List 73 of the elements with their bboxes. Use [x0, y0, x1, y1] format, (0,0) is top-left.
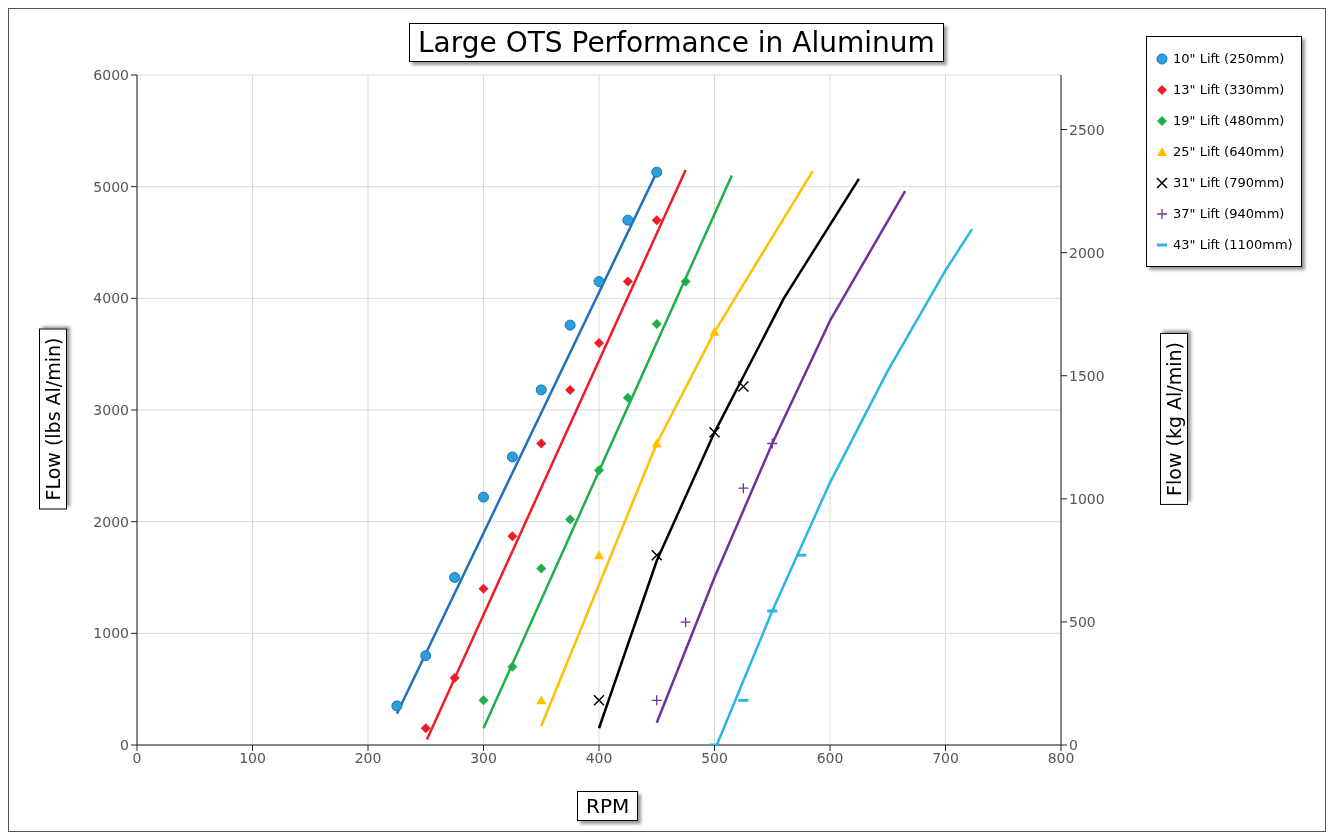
y-tick-label: 0	[120, 736, 129, 753]
y2-axis-title: Flow (kg Al/min)	[1160, 333, 1188, 505]
y-tick-label: 4000	[93, 290, 129, 307]
point	[506, 451, 518, 463]
point	[478, 583, 489, 594]
point	[708, 426, 721, 439]
y-tick-label: 3000	[93, 401, 129, 418]
point	[594, 338, 604, 348]
point	[420, 650, 432, 662]
x-tick-label: 100	[239, 749, 266, 766]
line-series	[655, 189, 907, 724]
point	[680, 276, 691, 287]
legend-label: 10" Lift (250mm)	[1173, 51, 1285, 66]
point	[622, 276, 633, 287]
point	[737, 380, 750, 393]
point	[766, 437, 778, 450]
point	[478, 695, 489, 706]
x-tick-label: 500	[701, 749, 728, 766]
y2-tick-label: 500	[1069, 613, 1096, 630]
point	[507, 531, 518, 542]
point	[651, 549, 663, 561]
point	[420, 723, 431, 734]
legend-label: 19" Lift (480mm)	[1173, 113, 1285, 128]
point	[507, 661, 518, 672]
y-tick-label: 2000	[93, 513, 129, 530]
y-tick-label: 6000	[93, 66, 129, 83]
point	[536, 438, 547, 449]
y2-tick-label: 1000	[1069, 490, 1105, 507]
y2-tick-label: 1500	[1069, 367, 1105, 384]
point	[679, 616, 692, 628]
point	[593, 276, 605, 288]
point	[622, 392, 633, 403]
point	[565, 514, 576, 525]
x-tick-label: 400	[585, 749, 613, 766]
point	[737, 482, 750, 494]
x-tick-label: 300	[470, 749, 497, 766]
point	[449, 572, 461, 583]
x-tick-label: 700	[932, 749, 959, 766]
point	[651, 166, 663, 178]
point	[565, 384, 576, 395]
point	[651, 215, 662, 226]
legend-label: 25" Lift (640mm)	[1173, 144, 1285, 159]
x-tick-label: 600	[816, 749, 844, 766]
y-tick-label: 1000	[93, 625, 129, 642]
legend-label: 31" Lift (790mm)	[1173, 175, 1285, 190]
legend-label: 43" Lift (1100mm)	[1173, 237, 1293, 252]
point	[536, 695, 547, 705]
x-axis-title: RPM	[577, 791, 639, 821]
point	[622, 214, 634, 226]
point	[709, 326, 720, 336]
y-axis-title: FLow (lbs Al/min)	[39, 328, 67, 510]
legend-label: 37" Lift (940mm)	[1173, 206, 1285, 221]
point	[651, 438, 662, 448]
legend-label: 13" Lift (330mm)	[1173, 82, 1285, 97]
point	[536, 563, 547, 574]
x-tick-label: 200	[354, 749, 382, 766]
point	[449, 673, 460, 683]
point	[651, 694, 663, 706]
line-series	[597, 177, 861, 730]
point	[593, 694, 605, 707]
point	[651, 319, 662, 330]
chart-title: Large OTS Performance in Aluminum	[409, 23, 944, 62]
y-tick-label: 5000	[93, 178, 129, 195]
point	[478, 491, 489, 503]
x-tick-label: 0	[132, 749, 142, 766]
point	[564, 319, 576, 331]
y2-tick-label: 2500	[1069, 121, 1105, 138]
line-series	[540, 169, 814, 728]
point	[391, 700, 403, 712]
point	[594, 465, 604, 476]
point	[594, 550, 604, 560]
y2-tick-label: 2000	[1069, 244, 1105, 261]
point	[535, 384, 547, 396]
